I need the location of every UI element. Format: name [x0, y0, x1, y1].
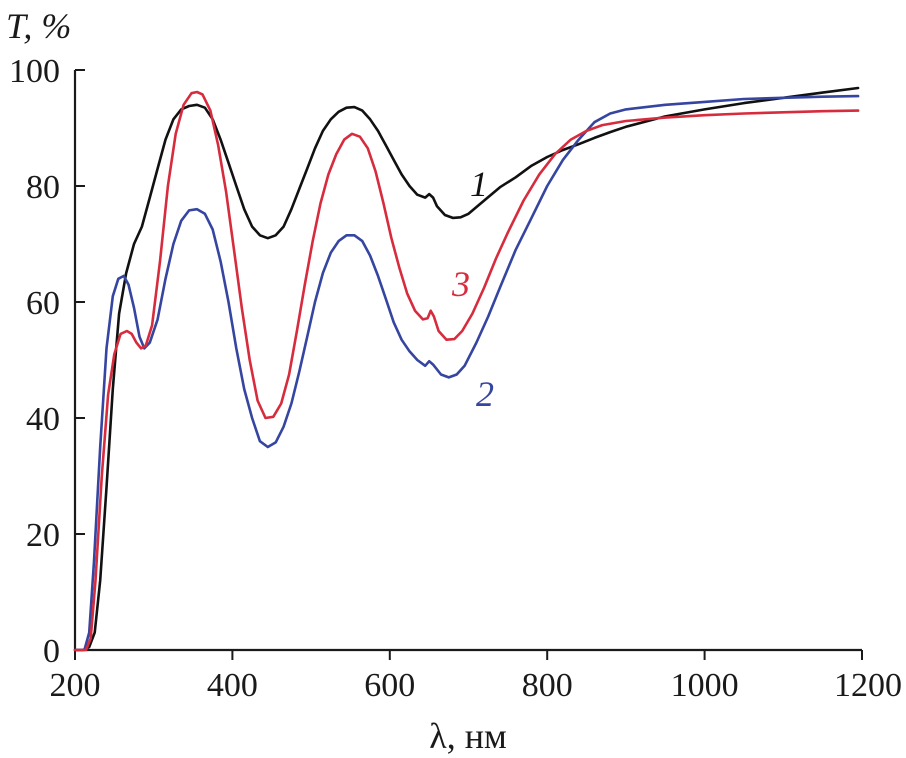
y-tick-label: 0	[43, 633, 60, 670]
x-axis-title: λ, нм	[429, 716, 507, 756]
x-tick-label: 1200	[834, 667, 902, 704]
x-tick-label: 200	[50, 667, 101, 704]
y-axis-title: T, %	[6, 6, 71, 46]
y-tick-label: 80	[26, 169, 60, 206]
series-lines	[73, 86, 860, 652]
x-tick-label: 800	[522, 667, 573, 704]
y-tick-label: 40	[26, 401, 60, 438]
series-label-1: 1	[470, 164, 488, 204]
y-tick-label: 20	[26, 517, 60, 554]
series-line-2	[73, 94, 860, 652]
axis-ticks: 200 400 600 800 1000 1200 0 20 40 60 80 100	[9, 53, 902, 704]
series-line-3	[73, 90, 860, 652]
y-tick-label: 60	[26, 285, 60, 322]
y-tick-label: 100	[9, 53, 60, 90]
x-tick-label: 600	[364, 667, 415, 704]
x-tick-label: 1000	[671, 667, 739, 704]
axes	[73, 70, 862, 652]
series-line-1	[73, 86, 860, 652]
series-label-3: 3	[451, 264, 470, 304]
x-tick-label: 400	[207, 667, 258, 704]
series-label-2: 2	[476, 374, 494, 414]
